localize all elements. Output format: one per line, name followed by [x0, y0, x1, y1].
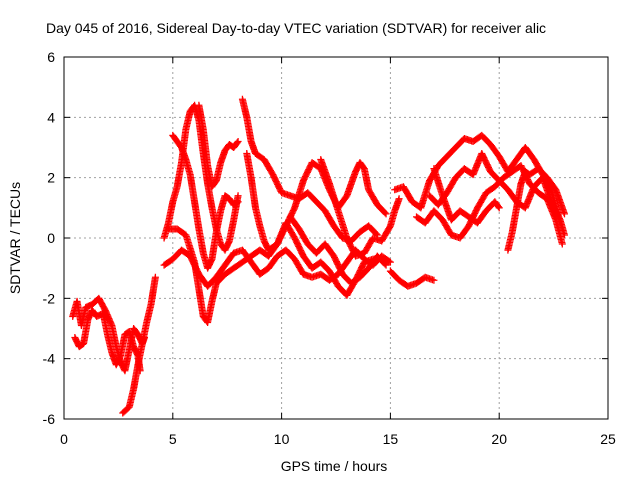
y-tick-label: 0: [47, 230, 55, 246]
grid-layer: [64, 57, 608, 419]
data-point: [560, 231, 568, 239]
y-tick-label: 4: [47, 109, 55, 125]
data-point: [386, 258, 394, 266]
y-tick-label: 6: [47, 49, 55, 65]
data-point: [495, 204, 503, 212]
data-point: [233, 199, 241, 207]
data-point: [385, 257, 393, 265]
tick-labels: 0 5 10 15 20 25 -6 -4 -2 0 2 4 6: [43, 49, 616, 447]
data-point: [381, 260, 389, 268]
data-point: [494, 203, 502, 211]
series-arc-rise-2: [169, 131, 242, 272]
axes-layer: [63, 56, 609, 420]
series-arc-early-a: [69, 294, 149, 375]
x-tick-label: 10: [274, 431, 290, 447]
x-tick-label: 0: [60, 431, 68, 447]
data-point: [558, 240, 566, 248]
series-arc-late-tail: [386, 267, 438, 290]
series-arc-mid-3: [238, 95, 381, 245]
series-arc-late-5: [504, 165, 568, 254]
data-point: [234, 198, 242, 206]
data-point: [395, 195, 403, 203]
series-arc-late-4: [430, 165, 503, 227]
data-point: [234, 192, 242, 200]
data-layer: [69, 95, 568, 417]
series-arc-mid-6: [317, 156, 403, 260]
data-point: [382, 210, 390, 218]
data-point: [151, 273, 159, 281]
data-point: [560, 210, 568, 218]
y-tick-label: -6: [43, 411, 56, 427]
series-arc-early-b: [71, 306, 144, 375]
series-arc-dip: [119, 273, 159, 417]
y-axis-label: SDTVAR / TECUs: [7, 182, 23, 294]
series-arc-late-1: [391, 131, 564, 227]
x-tick-label: 15: [383, 431, 399, 447]
data-point: [233, 139, 241, 147]
y-tick-label: -4: [43, 351, 56, 367]
series-arc-rise-3: [195, 101, 242, 191]
x-axis-label: GPS time / hours: [281, 458, 388, 474]
x-tick-label: 20: [491, 431, 507, 447]
series-arc-mid-5: [286, 213, 390, 287]
data-point: [234, 137, 242, 145]
data-point: [381, 209, 389, 217]
y-tick-label: -2: [43, 290, 56, 306]
data-point: [382, 261, 390, 269]
x-tick-label: 5: [169, 431, 177, 447]
chart-title: Day 045 of 2016, Sidereal Day-to-day VTE…: [46, 20, 546, 36]
data-point: [430, 276, 438, 284]
x-tick-label: 25: [600, 431, 616, 447]
y-tick-label: 2: [47, 170, 55, 186]
